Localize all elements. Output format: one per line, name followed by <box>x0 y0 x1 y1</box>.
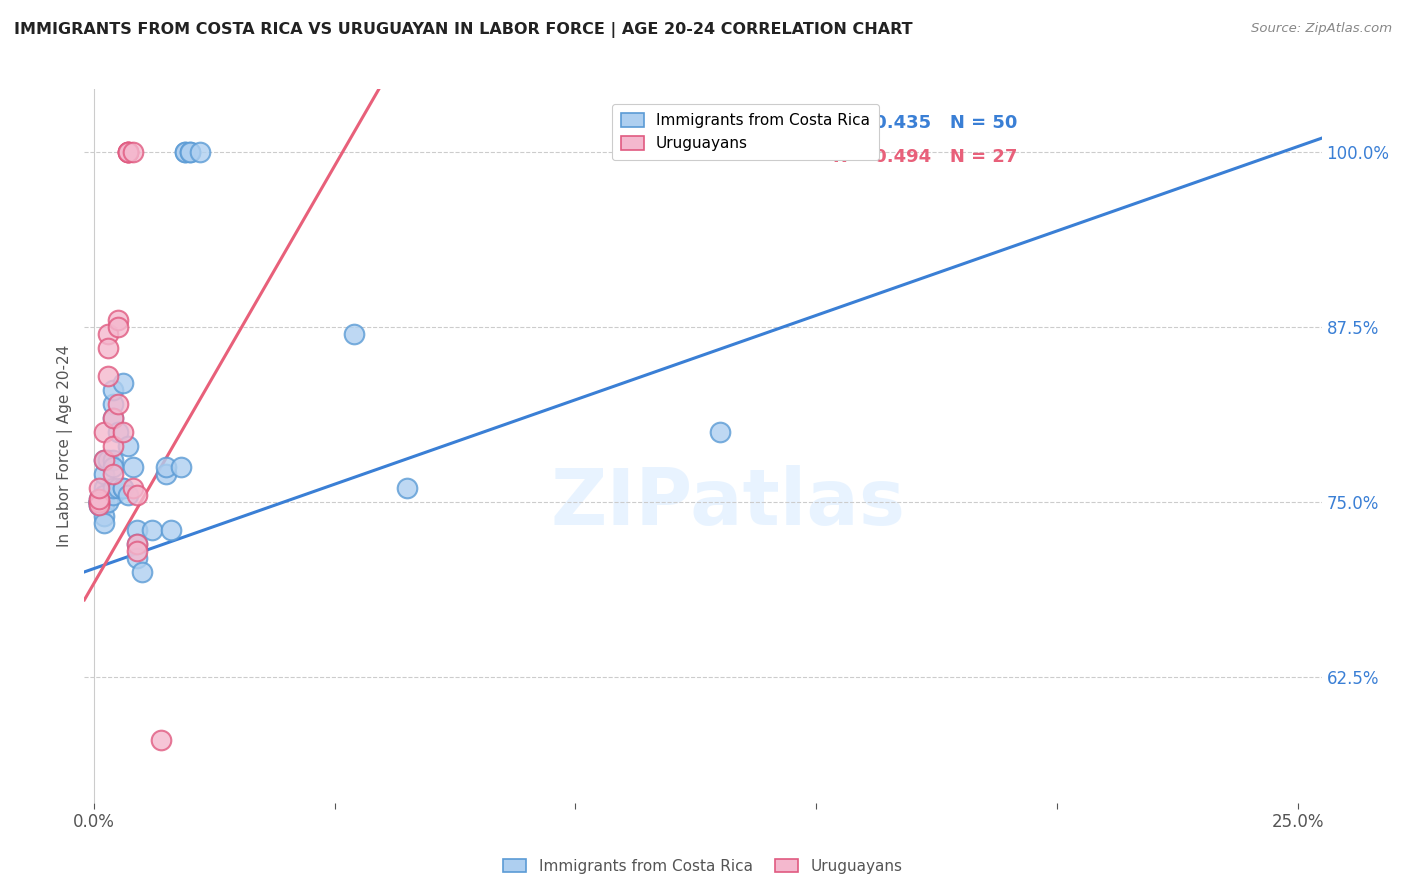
Point <box>97 369 120 384</box>
Point <box>343 327 366 342</box>
Point <box>155 467 177 481</box>
Point <box>87 495 110 509</box>
Point <box>107 481 129 495</box>
Point <box>121 481 143 495</box>
Point <box>141 523 163 537</box>
Point <box>87 492 110 507</box>
Point <box>131 565 153 579</box>
Point <box>97 453 120 467</box>
Point <box>127 537 149 551</box>
Text: R = 0.494   N = 27: R = 0.494 N = 27 <box>832 148 1018 166</box>
Point <box>103 481 125 495</box>
Point <box>103 467 125 481</box>
Point <box>111 481 134 495</box>
Point <box>174 145 197 160</box>
Point <box>179 145 201 160</box>
Point <box>87 495 110 509</box>
Point <box>93 508 115 523</box>
Point <box>111 425 134 439</box>
Point <box>160 523 183 537</box>
Point <box>93 488 115 502</box>
Point <box>93 467 115 481</box>
Point <box>107 320 129 334</box>
Text: ZIPatlas: ZIPatlas <box>550 465 905 541</box>
Point <box>150 732 173 747</box>
Point <box>117 145 139 160</box>
Point <box>103 460 125 475</box>
Legend: Immigrants from Costa Rica, Uruguayans: Immigrants from Costa Rica, Uruguayans <box>498 853 908 880</box>
Point <box>103 397 125 411</box>
Point <box>103 453 125 467</box>
Point <box>103 439 125 453</box>
Point <box>87 495 110 509</box>
Point <box>179 145 201 160</box>
Point <box>117 145 139 160</box>
Point <box>87 495 110 509</box>
Point <box>127 488 149 502</box>
Point <box>117 488 139 502</box>
Point <box>87 492 110 507</box>
Point <box>117 145 139 160</box>
Point <box>111 481 134 495</box>
Point <box>169 460 191 475</box>
Point <box>127 544 149 558</box>
Point <box>103 411 125 425</box>
Point <box>103 383 125 397</box>
Point <box>155 460 177 475</box>
Point <box>127 537 149 551</box>
Point <box>87 495 110 509</box>
Text: R = 0.435   N = 50: R = 0.435 N = 50 <box>832 114 1018 132</box>
Y-axis label: In Labor Force | Age 20-24: In Labor Force | Age 20-24 <box>58 345 73 547</box>
Point <box>121 145 143 160</box>
Point <box>87 498 110 512</box>
Point <box>103 411 125 425</box>
Point <box>87 481 110 495</box>
Point <box>103 488 125 502</box>
Point <box>97 495 120 509</box>
Point <box>93 425 115 439</box>
Point <box>188 145 211 160</box>
Text: Source: ZipAtlas.com: Source: ZipAtlas.com <box>1251 22 1392 36</box>
Point <box>107 313 129 327</box>
Point <box>87 498 110 512</box>
Point <box>174 145 197 160</box>
Legend: Immigrants from Costa Rica, Uruguayans: Immigrants from Costa Rica, Uruguayans <box>612 104 879 160</box>
Point <box>93 516 115 530</box>
Point <box>87 495 110 509</box>
Point <box>87 495 110 509</box>
Point <box>107 425 129 439</box>
Point <box>93 498 115 512</box>
Point <box>127 523 149 537</box>
Point <box>87 498 110 512</box>
Point <box>121 460 143 475</box>
Point <box>93 481 115 495</box>
Point <box>117 439 139 453</box>
Point <box>127 550 149 565</box>
Point <box>93 453 115 467</box>
Point <box>97 327 120 342</box>
Point <box>111 376 134 390</box>
Point <box>395 481 418 495</box>
Point <box>97 341 120 355</box>
Text: IMMIGRANTS FROM COSTA RICA VS URUGUAYAN IN LABOR FORCE | AGE 20-24 CORRELATION C: IMMIGRANTS FROM COSTA RICA VS URUGUAYAN … <box>14 22 912 38</box>
Point <box>93 453 115 467</box>
Point <box>709 425 731 439</box>
Point <box>117 145 139 160</box>
Point <box>107 397 129 411</box>
Point <box>93 495 115 509</box>
